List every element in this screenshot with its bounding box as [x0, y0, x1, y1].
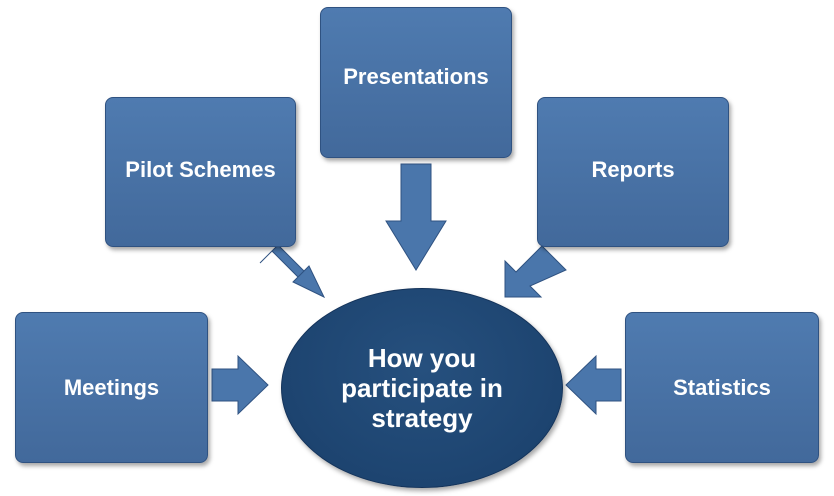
arrow-statistics	[565, 354, 622, 416]
statistics-box: Statistics	[625, 312, 819, 463]
presentations-box: Presentations	[320, 7, 512, 158]
arrow-presentations	[385, 163, 447, 271]
statistics-label: Statistics	[673, 374, 771, 400]
reports-box: Reports	[537, 97, 729, 247]
arrow-reports	[504, 245, 567, 298]
arrow-meetings	[211, 354, 269, 416]
center-ellipse: How you participate in strategy	[281, 288, 563, 488]
arrow-pilot-schemes	[259, 244, 326, 299]
meetings-label: Meetings	[63, 374, 160, 400]
pilot-schemes-label: Pilot Schemes	[125, 157, 276, 182]
meetings-box: Meetings	[15, 312, 208, 463]
pilot-schemes-box: Pilot Schemes	[105, 97, 296, 247]
reports-label: Reports	[591, 157, 675, 182]
center-label: How you participate in strategy	[341, 343, 503, 433]
presentations-label: Presentations	[343, 63, 489, 89]
